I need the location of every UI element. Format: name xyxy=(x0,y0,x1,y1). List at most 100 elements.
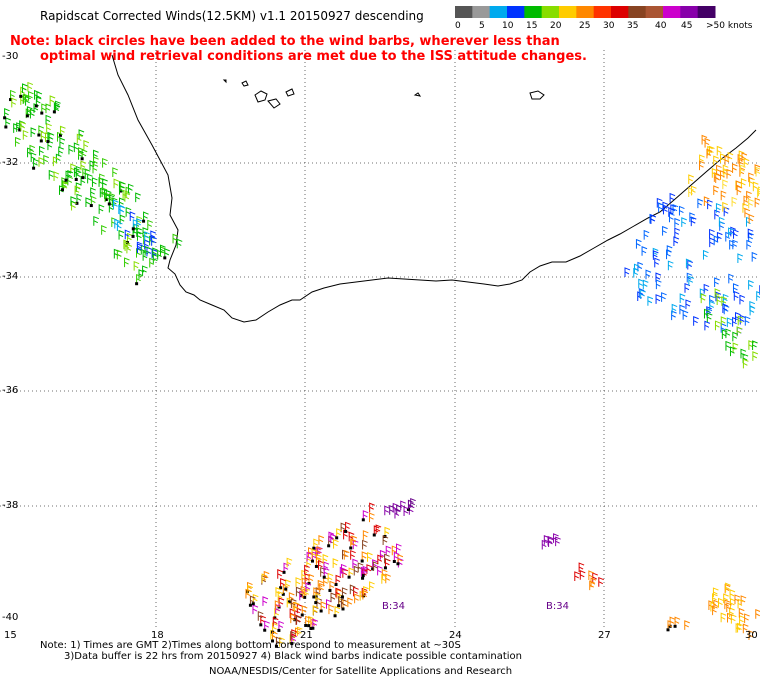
wind-barb xyxy=(124,192,131,202)
wind-barb xyxy=(119,205,126,215)
coastline-south-africa xyxy=(111,54,757,323)
wind-barb xyxy=(99,187,106,198)
wind-barb xyxy=(541,539,548,550)
wind-barb xyxy=(142,265,148,276)
wind-barb xyxy=(722,303,729,314)
wind-barb xyxy=(739,615,745,625)
wind-barb xyxy=(394,508,401,519)
graticule xyxy=(0,50,760,630)
wind-barb xyxy=(349,584,356,595)
wind-barb xyxy=(389,505,395,515)
wind-barb xyxy=(343,549,350,560)
wind-barb xyxy=(102,157,108,168)
wind-barb xyxy=(668,207,674,217)
wind-barb xyxy=(133,260,140,271)
wind-barb xyxy=(725,328,732,339)
legend-swatch xyxy=(576,6,595,18)
island-outlines xyxy=(222,79,545,109)
wind-barb xyxy=(350,549,356,560)
wind-barb xyxy=(30,152,37,162)
wind-barb xyxy=(352,558,359,569)
wind-barb xyxy=(737,253,744,264)
wind-barb xyxy=(385,545,392,556)
wind-barb xyxy=(314,592,321,605)
legend-label: 45 xyxy=(681,21,693,31)
wind-barb xyxy=(688,174,694,184)
wind-barb xyxy=(543,535,550,545)
legend-swatch xyxy=(541,6,560,18)
wind-barb xyxy=(730,613,737,624)
wind-barb xyxy=(89,160,96,170)
wind-barb xyxy=(58,146,64,157)
wind-barb xyxy=(726,168,733,179)
wind-barb xyxy=(384,553,390,564)
wind-barb xyxy=(384,505,390,516)
wind-barb xyxy=(408,504,415,515)
wind-barb xyxy=(678,205,685,216)
wind-barb xyxy=(641,246,648,256)
wind-barb xyxy=(712,605,718,616)
wind-barb xyxy=(674,227,681,238)
wind-barb xyxy=(353,565,360,576)
wind-barb xyxy=(80,149,88,161)
wind-barb xyxy=(92,163,99,174)
wind-barb xyxy=(360,551,368,563)
wind-barb xyxy=(124,257,130,268)
wind-barb xyxy=(144,231,150,241)
wind-barb xyxy=(714,277,720,288)
pass-time-label: B:34 xyxy=(382,601,405,612)
wind-barb xyxy=(722,293,729,304)
wind-barb xyxy=(93,149,99,160)
legend-label: 15 xyxy=(526,21,538,31)
wind-barb xyxy=(248,595,256,607)
wind-barb xyxy=(46,131,54,144)
wind-barb xyxy=(334,574,342,587)
wind-barb xyxy=(327,572,334,583)
wind-barb xyxy=(89,195,97,208)
wind-barb xyxy=(714,288,721,299)
wind-barb xyxy=(720,316,727,327)
wind-barb xyxy=(277,569,283,579)
wind-barb xyxy=(330,592,337,603)
wind-barb xyxy=(53,171,60,182)
wind-barb xyxy=(742,358,749,369)
wind-barb xyxy=(734,594,741,605)
wind-barb xyxy=(304,615,311,627)
wind-barb xyxy=(360,566,367,577)
wind-barb xyxy=(372,561,379,571)
wind-barb xyxy=(709,228,715,239)
footer-note-line-2: 3)Data buffer is 22 hrs from 20150927 4)… xyxy=(64,651,522,662)
wind-barb xyxy=(23,93,29,104)
lat-label: -40 xyxy=(2,612,19,623)
wind-barb xyxy=(62,181,69,192)
wind-barb xyxy=(706,312,713,323)
wind-barb xyxy=(685,299,692,310)
legend-swatch xyxy=(680,6,699,18)
wind-barb xyxy=(67,169,74,180)
wind-barb xyxy=(34,89,40,100)
wind-barb xyxy=(135,273,142,286)
wind-barb xyxy=(751,251,758,262)
wind-barbs-layer xyxy=(3,81,760,648)
wind-barb xyxy=(722,179,729,190)
wind-barb xyxy=(85,197,92,207)
wind-barb xyxy=(347,567,355,579)
wind-barb xyxy=(75,193,83,205)
wind-barb xyxy=(375,524,382,535)
wind-barb xyxy=(736,185,743,196)
wind-barb xyxy=(755,166,760,177)
wind-barb xyxy=(592,572,598,583)
wind-barb xyxy=(151,235,157,246)
wind-barb xyxy=(406,499,414,511)
wind-barb xyxy=(743,157,750,168)
wind-barb xyxy=(724,155,731,165)
wind-barb xyxy=(135,192,141,203)
wind-barb xyxy=(55,100,61,111)
wind-barb xyxy=(349,538,356,550)
lon-label: 24 xyxy=(449,630,462,641)
wind-barb xyxy=(729,346,736,357)
wind-barb xyxy=(93,156,99,167)
wind-barb xyxy=(34,96,42,108)
wind-barb xyxy=(706,306,712,316)
wind-barb xyxy=(361,510,369,522)
